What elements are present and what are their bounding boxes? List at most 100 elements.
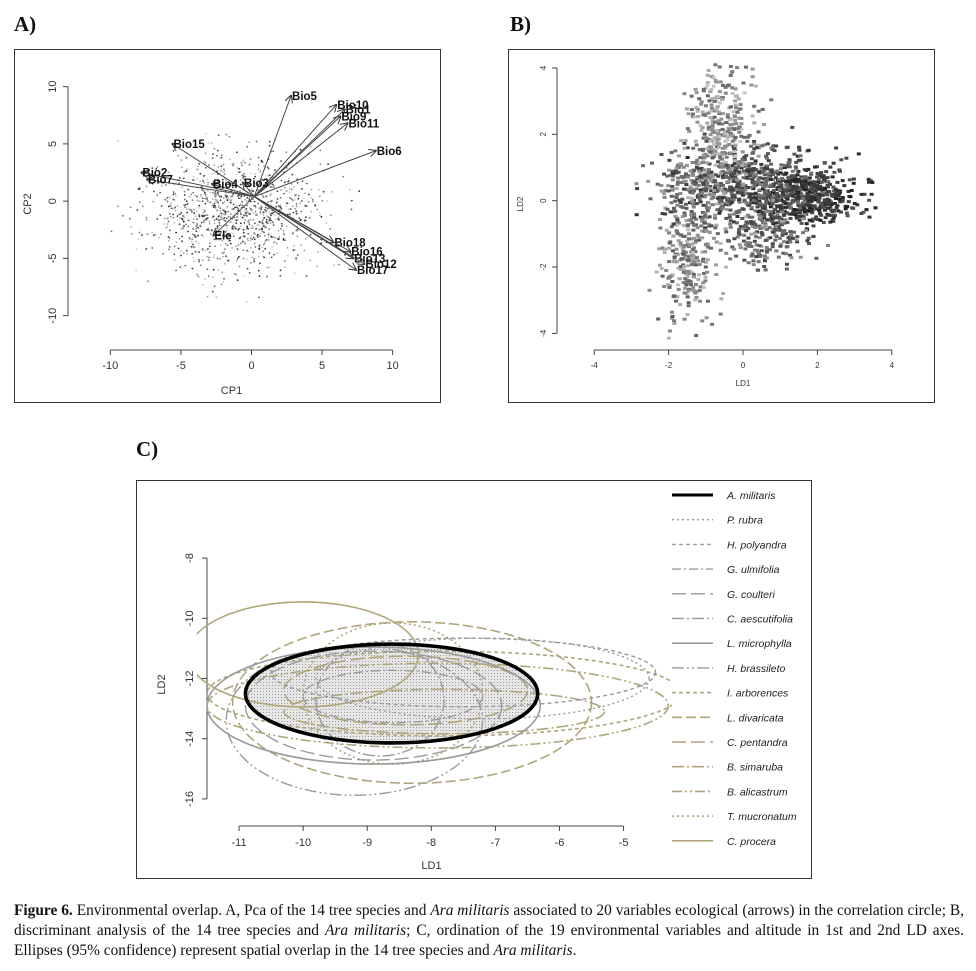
data-point xyxy=(717,208,722,212)
data-point xyxy=(272,150,275,153)
data-point xyxy=(182,252,185,254)
data-point xyxy=(320,215,323,218)
data-point xyxy=(227,183,230,186)
data-point xyxy=(781,200,786,204)
data-point xyxy=(287,254,289,257)
data-point xyxy=(181,186,184,188)
data-point xyxy=(259,235,261,237)
data-point xyxy=(709,127,713,131)
data-point xyxy=(681,270,686,274)
data-point xyxy=(672,255,677,259)
data-point xyxy=(704,161,709,165)
data-point xyxy=(730,245,735,249)
data-point xyxy=(749,245,754,248)
data-point xyxy=(261,178,263,181)
data-point xyxy=(714,273,719,276)
ellipse-g-ulmifolia xyxy=(302,669,484,724)
data-point xyxy=(727,200,732,204)
data-point xyxy=(203,189,205,192)
data-point xyxy=(717,154,722,157)
legend-label: B. alicastrum xyxy=(727,786,788,798)
data-point xyxy=(206,295,209,298)
data-point xyxy=(217,134,220,137)
data-point xyxy=(213,254,216,256)
data-point xyxy=(181,235,184,238)
data-point xyxy=(764,210,769,213)
data-point xyxy=(669,201,674,205)
data-point xyxy=(734,254,739,258)
data-point xyxy=(695,226,700,230)
panel-c-frame: -11 -10 -9 -8 -7 -6 -5 -16 -14 -12 -10 -8 LD1 LD2 A. m… xyxy=(136,480,812,879)
data-point xyxy=(784,190,788,193)
data-point xyxy=(818,205,823,209)
data-point xyxy=(758,201,763,205)
data-point xyxy=(730,166,735,170)
data-point xyxy=(764,195,769,199)
data-point xyxy=(777,188,782,192)
data-point xyxy=(762,216,767,220)
data-point xyxy=(690,271,695,275)
data-point xyxy=(763,239,768,242)
data-point xyxy=(779,203,784,207)
data-point xyxy=(691,202,696,206)
data-point xyxy=(179,266,182,268)
data-point xyxy=(707,186,712,190)
data-point xyxy=(732,172,737,175)
data-point xyxy=(717,65,722,69)
data-point xyxy=(218,214,221,217)
data-point xyxy=(730,133,735,137)
data-point xyxy=(681,224,686,227)
data-point xyxy=(710,126,715,130)
data-point xyxy=(715,189,720,193)
data-point xyxy=(832,209,836,213)
data-point xyxy=(305,275,308,277)
data-point xyxy=(327,163,329,165)
data-point xyxy=(245,209,248,212)
data-point xyxy=(834,146,839,150)
data-point xyxy=(247,212,250,215)
y-tick-label: 5 xyxy=(47,141,59,147)
data-point xyxy=(695,194,700,198)
data-point xyxy=(232,193,235,196)
data-point xyxy=(745,135,750,139)
data-point xyxy=(704,316,709,320)
data-point xyxy=(249,237,252,240)
data-point xyxy=(319,163,322,166)
data-point xyxy=(230,199,232,202)
data-point xyxy=(236,151,238,154)
data-point xyxy=(203,209,206,211)
data-point xyxy=(777,227,782,231)
data-point xyxy=(223,173,226,175)
data-point xyxy=(709,189,714,192)
data-point xyxy=(682,317,687,321)
data-point xyxy=(779,183,784,187)
data-point xyxy=(728,188,733,192)
data-point xyxy=(233,272,236,275)
data-point xyxy=(694,289,699,293)
data-point xyxy=(262,211,265,214)
data-point xyxy=(198,162,201,165)
data-point xyxy=(799,221,804,225)
pca-biplot: -10 -5 0 5 10-10-50510CP1CP2Bio5Bio10Bio1Bio… xyxy=(22,81,402,397)
data-point xyxy=(182,218,185,221)
data-point xyxy=(138,188,141,191)
data-point xyxy=(676,180,680,184)
data-point xyxy=(295,193,297,196)
data-point xyxy=(705,270,710,274)
data-point xyxy=(229,158,231,161)
data-point xyxy=(780,233,785,237)
data-point xyxy=(710,124,715,127)
data-point xyxy=(687,287,692,291)
data-point xyxy=(242,175,245,178)
data-point xyxy=(708,150,713,154)
data-point xyxy=(214,201,217,203)
data-point xyxy=(742,233,747,237)
data-point xyxy=(190,245,193,248)
data-point xyxy=(319,214,321,217)
data-point xyxy=(674,167,679,170)
data-point xyxy=(186,203,189,205)
data-point xyxy=(671,210,676,214)
data-point xyxy=(750,252,755,256)
legend-label: H. brassileto xyxy=(727,663,786,675)
data-point xyxy=(251,256,254,259)
